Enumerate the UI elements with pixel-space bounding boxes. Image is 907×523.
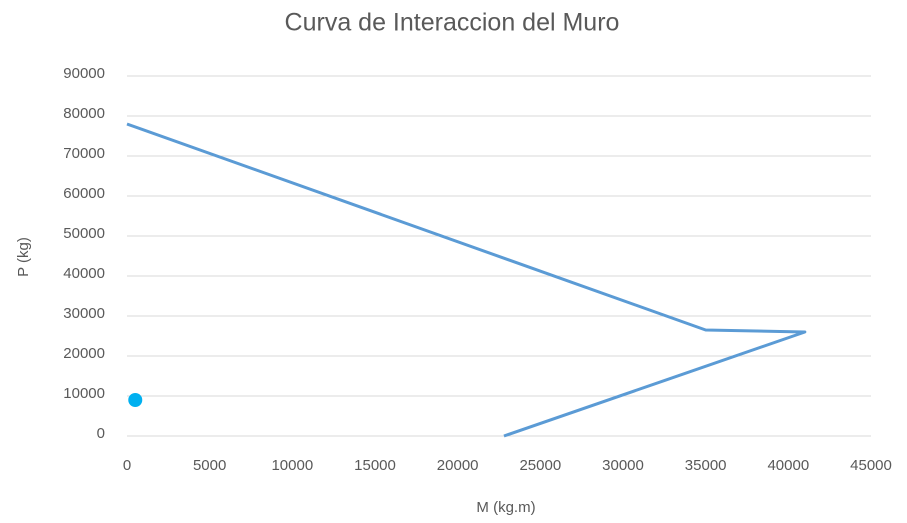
y-tick-label: 40000 <box>63 265 105 282</box>
x-tick-label: 5000 <box>193 457 226 474</box>
y-tick-label: 20000 <box>63 345 105 362</box>
y-axis-label: P (kg) <box>15 237 32 277</box>
y-tick-label: 70000 <box>63 145 105 162</box>
y-tick-label: 90000 <box>63 65 105 82</box>
x-tick-label: 45000 <box>850 457 892 474</box>
x-axis-label: M (kg.m) <box>476 499 535 516</box>
y-tick-label: 80000 <box>63 105 105 122</box>
y-tick-label: 30000 <box>63 305 105 322</box>
y-tick-label: 0 <box>97 425 105 442</box>
data-line <box>126 122 807 438</box>
x-tick-label: 20000 <box>437 457 479 474</box>
x-tick-label: 25000 <box>519 457 561 474</box>
y-tick-label: 60000 <box>63 185 105 202</box>
data-point <box>128 393 143 407</box>
x-tick-label: 30000 <box>602 457 644 474</box>
x-tick-label: 15000 <box>354 457 396 474</box>
x-tick-label: 35000 <box>685 457 727 474</box>
x-tick-label: 10000 <box>271 457 313 474</box>
y-tick-label: 50000 <box>63 225 105 242</box>
y-tick-label: 10000 <box>63 385 105 402</box>
x-tick-label: 0 <box>123 457 131 474</box>
chart-title: Curva de Interaccion del Muro <box>285 9 620 37</box>
x-tick-label: 40000 <box>767 457 809 474</box>
